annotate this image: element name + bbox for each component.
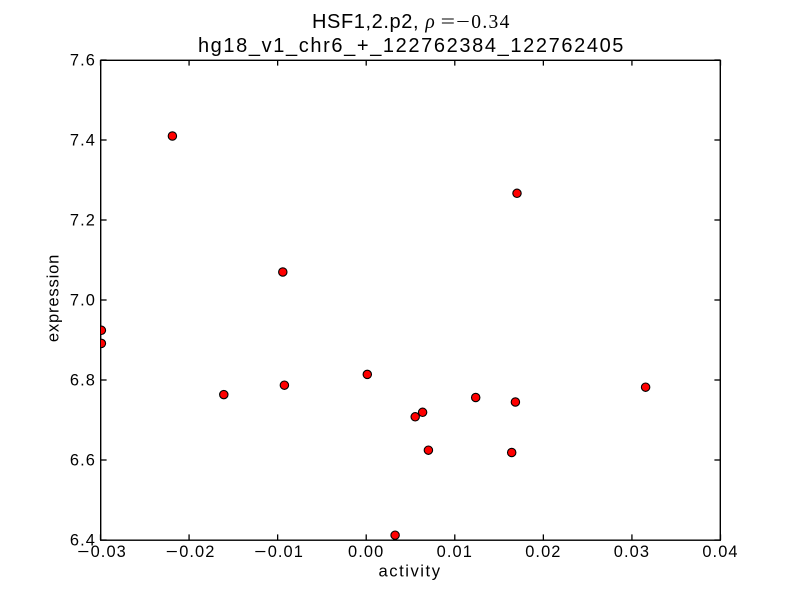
svg-text:7.6: 7.6 bbox=[70, 52, 96, 70]
svg-text:0.00: 0.00 bbox=[348, 543, 384, 561]
svg-text:ρ=−0.34: ρ =−0.34 bbox=[424, 12, 510, 33]
svg-text:6.8: 6.8 bbox=[70, 372, 96, 390]
svg-text:0.04: 0.04 bbox=[702, 543, 738, 561]
svg-text:−0.03: −0.03 bbox=[77, 543, 127, 561]
svg-text:6.6: 6.6 bbox=[70, 452, 96, 470]
svg-text:expression: expression bbox=[44, 254, 63, 342]
svg-text:activity: activity bbox=[378, 562, 441, 581]
svg-text:7.4: 7.4 bbox=[70, 132, 96, 150]
svg-text:−0.02: −0.02 bbox=[166, 543, 216, 561]
svg-text:0.03: 0.03 bbox=[614, 543, 650, 561]
svg-text:0.02: 0.02 bbox=[525, 543, 561, 561]
svg-text:7.2: 7.2 bbox=[70, 212, 96, 230]
svg-text:0.01: 0.01 bbox=[437, 543, 473, 561]
svg-text:hg18_v1_chr6_+_122762384_12276: hg18_v1_chr6_+_122762384_122762405 bbox=[198, 35, 625, 57]
svg-text:6.4: 6.4 bbox=[70, 532, 96, 550]
svg-text:7.0: 7.0 bbox=[70, 292, 96, 310]
svg-text:−0.01: −0.01 bbox=[254, 543, 304, 561]
svg-text:HSF1,2.p2,: HSF1,2.p2, bbox=[312, 11, 419, 33]
